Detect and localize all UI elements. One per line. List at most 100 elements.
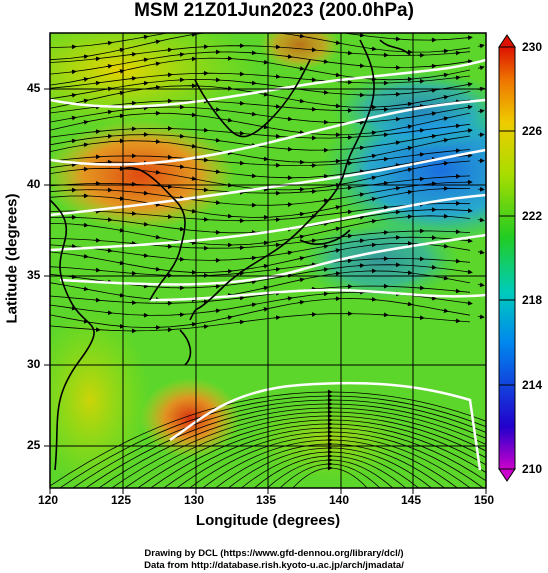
streamline [50,230,471,249]
wind-arrow [129,100,137,106]
wind-arrow [417,103,425,109]
x-tick-150: 150 [474,493,495,507]
wind-arrow [309,189,317,194]
wind-arrow [429,295,437,301]
wind-arrow [477,108,485,114]
wind-arrow [261,285,269,291]
wind-arrow [321,198,329,204]
wind-arrow [369,175,377,181]
streamline [50,242,471,273]
wind-arrow [105,40,113,46]
coastlines [50,39,411,471]
streamline [50,123,471,139]
wind-arrow [345,185,353,191]
wind-arrow [189,240,197,246]
wind-arrow [429,63,437,69]
wind-arrow [189,208,197,214]
wind-arrow [105,109,113,115]
wind-arrow [81,222,89,228]
wind-arrow [213,200,221,205]
wind-arrow [213,284,221,289]
wind-arrow [263,33,269,34]
wind-arrow [309,47,317,53]
wind-arrow [381,205,389,210]
wind-arrow [441,116,449,122]
wind-arrow [141,221,149,227]
colorbar-tick-226: 226 [522,124,543,138]
wind-arrow [369,130,377,136]
wind-arrow [477,282,485,288]
wind-arrow [285,250,293,256]
wind-arrow [249,279,257,285]
wind-arrow [321,90,329,95]
wind-arrow [93,80,101,86]
wind-arrow [297,211,305,217]
wind-arrow [189,322,197,327]
wind-arrow [333,103,341,109]
streamline [50,270,471,301]
wind-arrow [441,95,449,100]
wind-arrow [129,211,137,216]
wind-arrow [477,132,485,138]
wind-arrow [465,300,473,306]
wind-arrow [285,296,293,301]
wind-arrow [261,263,269,269]
colorbar-tick-214: 214 [522,378,543,392]
credit-data: Data from http://database.rish.kyoto-u.a… [144,560,404,571]
wind-arrow [129,240,137,246]
wind-arrow [105,217,113,222]
x-tick-145: 145 [401,493,422,507]
credit-drawing: Drawing by DCL (https://www.gfd-dennou.o… [144,548,404,559]
wind-arrow [93,56,101,62]
wind-arrow [237,130,245,136]
wind-arrow [249,173,257,179]
wind-arrow [345,258,353,264]
wind-arrow [441,275,449,281]
wind-arrow [261,156,269,162]
wind-arrow [333,158,341,164]
y-tick-25: 25 [27,438,41,452]
wind-arrow [417,78,425,84]
wind-arrow [261,240,269,246]
wind-arrow [369,196,377,202]
wind-arrow [477,249,485,255]
wind-arrow [453,258,461,264]
wind-arrow [69,138,77,144]
wind-arrow [237,295,245,301]
colorbar-tick-210: 210 [522,462,543,476]
wind-arrow [153,234,161,240]
streamline [50,149,471,167]
wind-arrow [357,63,365,69]
wind-arrow [405,145,413,151]
wind-arrow [81,120,89,125]
wind-arrow [261,307,269,312]
wind-arrow [273,266,281,272]
wind-arrow [405,167,413,173]
wind-arrow [153,139,161,144]
streamline [50,187,471,218]
wind-arrow [453,123,461,129]
wind-arrow [417,128,425,133]
wind-arrow [381,156,389,162]
wind-arrow [453,288,461,294]
wind-arrow [405,270,413,276]
wind-arrow [393,185,401,191]
wind-arrow [297,66,305,71]
wind-arrow [393,140,401,146]
wind-arrow [321,173,329,179]
wind-arrow [129,52,137,57]
wind-arrow [213,169,221,174]
wind-arrow [321,291,329,297]
wind-arrow [129,270,137,276]
graticule [50,33,486,488]
wind-arrow [441,72,449,78]
wind-arrow [177,164,185,170]
wind-arrow [393,116,401,122]
colorbar-tick-218: 218 [522,293,543,307]
wind-arrow [477,217,485,223]
wind-arrow [93,129,101,134]
wind-arrow [429,88,437,93]
wind-arrow [261,59,269,65]
wind-arrow [417,152,425,157]
wind-arrow [441,48,449,54]
